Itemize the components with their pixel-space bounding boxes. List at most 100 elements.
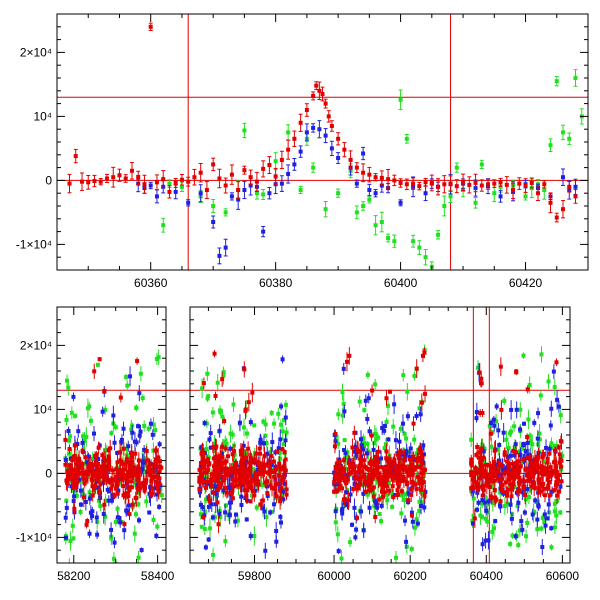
- data-point: [138, 429, 143, 434]
- data-point: [71, 486, 76, 491]
- data-point: [292, 162, 297, 167]
- data-point: [352, 430, 357, 435]
- bottom-plot-area: [57, 307, 570, 571]
- data-point: [502, 398, 507, 403]
- data-point: [498, 504, 503, 509]
- data-point: [67, 181, 72, 186]
- data-point: [239, 494, 244, 499]
- data-point: [379, 220, 384, 224]
- data-point: [513, 534, 518, 539]
- data-point: [533, 485, 538, 490]
- data-point: [486, 499, 491, 504]
- data-point: [485, 519, 490, 524]
- data-point: [356, 477, 361, 482]
- data-point: [219, 451, 224, 456]
- data-point: [520, 446, 525, 451]
- data-point: [202, 526, 207, 531]
- data-point: [78, 488, 83, 493]
- data-point: [379, 465, 384, 470]
- data-point: [242, 168, 247, 173]
- data-point: [573, 194, 578, 199]
- data-point: [545, 516, 550, 521]
- data-point: [491, 526, 496, 531]
- data-point: [536, 411, 541, 416]
- data-point: [556, 404, 561, 409]
- data-point: [525, 520, 530, 525]
- data-point: [283, 438, 288, 443]
- data-point: [359, 475, 364, 480]
- data-point: [225, 485, 230, 490]
- data-point: [103, 514, 108, 519]
- data-point: [254, 505, 259, 510]
- data-point: [396, 465, 401, 470]
- data-point: [229, 470, 234, 475]
- data-point: [206, 504, 211, 509]
- data-point: [573, 184, 578, 189]
- data-point: [126, 485, 131, 490]
- data-point: [533, 498, 538, 503]
- data-point: [514, 450, 519, 455]
- data-point: [501, 490, 506, 495]
- data-point: [421, 480, 426, 485]
- data-point: [517, 528, 522, 533]
- data-point: [409, 510, 414, 515]
- data-point: [248, 485, 253, 490]
- data-point: [557, 452, 562, 457]
- data-point: [148, 183, 153, 188]
- data-point: [526, 452, 531, 457]
- data-point: [218, 408, 223, 413]
- data-point: [186, 179, 191, 184]
- data-point: [198, 502, 203, 507]
- data-point: [374, 437, 379, 442]
- data-point: [561, 207, 566, 212]
- data-point: [423, 489, 428, 494]
- data-point: [391, 424, 396, 429]
- data-point: [411, 454, 416, 459]
- data-point: [67, 438, 72, 443]
- data-point: [101, 480, 106, 485]
- data-point: [532, 420, 537, 425]
- data-point: [368, 461, 373, 466]
- data-point: [523, 449, 528, 454]
- data-point: [238, 482, 243, 487]
- data-point: [475, 486, 480, 491]
- data-point: [209, 502, 214, 507]
- data-point: [376, 449, 381, 454]
- data-point: [493, 498, 498, 503]
- data-point: [270, 485, 275, 490]
- data-point: [64, 535, 69, 540]
- data-point: [107, 480, 112, 485]
- data-point: [436, 184, 441, 189]
- data-point: [419, 400, 424, 405]
- data-point: [274, 567, 278, 571]
- data-point: [515, 470, 520, 475]
- data-point: [518, 407, 523, 412]
- data-point: [116, 488, 121, 493]
- data-point: [469, 486, 474, 491]
- data-point: [123, 491, 128, 496]
- data-point: [138, 371, 143, 376]
- data-point: [111, 175, 116, 180]
- data-point: [419, 459, 424, 464]
- data-point: [337, 467, 342, 472]
- data-point: [133, 451, 138, 456]
- data-point: [86, 180, 91, 185]
- data-point: [529, 460, 534, 465]
- data-point: [237, 420, 242, 425]
- data-point: [83, 499, 88, 504]
- data-point: [509, 407, 514, 412]
- data-point: [148, 468, 153, 473]
- data-point: [245, 488, 250, 493]
- data-point: [100, 453, 105, 458]
- data-point: [139, 548, 144, 553]
- data-point: [97, 468, 102, 473]
- data-point: [220, 444, 225, 449]
- data-point: [262, 469, 267, 474]
- data-point: [506, 469, 511, 474]
- data-point: [298, 188, 303, 192]
- data-point: [258, 502, 263, 507]
- data-point: [229, 473, 234, 478]
- data-point: [417, 406, 422, 411]
- data-point: [223, 210, 228, 215]
